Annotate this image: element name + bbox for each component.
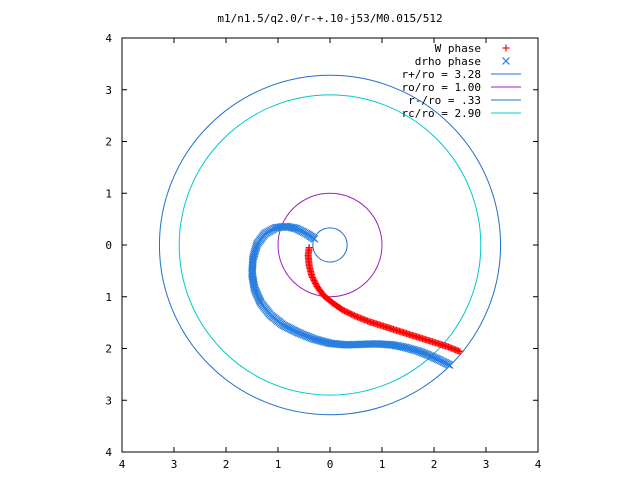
y-tick-label: 2 [105,136,112,149]
circle-r-ro-33 [312,227,348,263]
legend-item-ro-ro-1-00: ro/ro = 1.00 [402,81,521,94]
series-point [445,361,454,369]
x-tick-label: 4 [535,458,542,471]
legend-label: W phase [435,42,481,55]
legend-label: ro/ro = 1.00 [402,81,481,94]
x-tick-label: 4 [119,458,126,471]
legend-item-rc-ro-2-90: rc/ro = 2.90 [402,107,521,120]
circle-rc-ro-2-90 [178,94,482,396]
legend-item-r-ro-33: r-/ro = .33 [408,94,521,107]
series-point [309,275,317,283]
phase-points [248,222,464,369]
x-tick-label: 2 [431,458,438,471]
legend-marker [502,44,510,52]
y-tick-label: 4 [105,446,112,459]
circle-ro-ro-1-00 [277,192,383,298]
legend-label: r-/ro = .33 [408,94,481,107]
legend-marker [502,57,510,65]
x-tick-label: 3 [483,458,490,471]
x-tick-label: 0 [327,458,334,471]
legend-label: drho phase [415,55,481,68]
series-point [310,276,318,284]
legend-item-r-ro-3-28: r+/ro = 3.28 [402,68,521,81]
legend-label: rc/ro = 2.90 [402,107,481,120]
y-tick-label: 2 [105,343,112,356]
y-tick-label: 3 [105,394,112,407]
series-w-phase [304,244,464,356]
y-tick-label: 1 [105,187,112,200]
series-point [309,274,317,282]
x-tick-label: 3 [171,458,178,471]
legend-item-w-phase: W phase [435,42,510,55]
x-tick-label: 2 [223,458,230,471]
series-point [250,281,259,290]
series-point [456,348,464,356]
y-tick-label: 0 [105,239,112,252]
legend-label: r+/ro = 3.28 [402,68,481,81]
series-point [274,223,283,232]
y-tick-label: 4 [105,32,112,45]
series-point [308,272,316,280]
y-tick-label: 3 [105,84,112,97]
x-tick-label: 1 [275,458,282,471]
series-point [312,279,320,287]
y-tick-label: 1 [105,291,112,304]
legend-item-drho-phase: drho phase [415,55,510,68]
series-drho-phase [248,222,454,369]
chart-title: m1/n1.5/q2.0/r-+.10-j53/M0.015/512 [217,12,442,25]
circle-r-ro-3-28 [158,74,502,416]
reference-circles [158,74,502,416]
series-point [311,278,319,286]
x-tick-label: 1 [379,458,386,471]
